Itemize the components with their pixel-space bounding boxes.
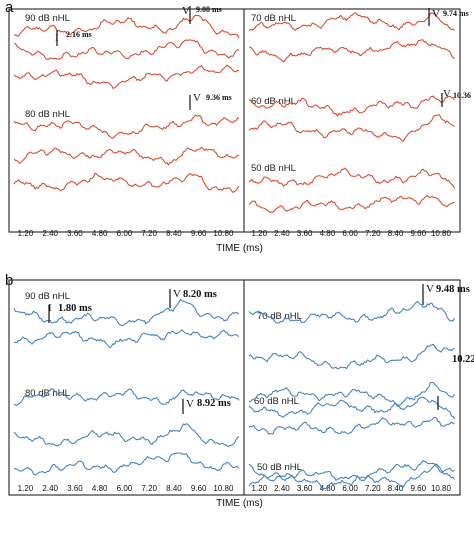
waveform-trace bbox=[13, 39, 240, 60]
x-axis-title: TIME (ms) bbox=[216, 243, 263, 254]
waveform-trace bbox=[13, 423, 240, 448]
panel-b-frame bbox=[8, 279, 461, 496]
waveform-trace bbox=[248, 416, 455, 435]
latency-label: 9.08 ms bbox=[196, 5, 222, 14]
intensity-label: 50 dB nHL bbox=[251, 163, 296, 174]
tick-label: 8.40 bbox=[388, 484, 404, 493]
waveform-trace bbox=[248, 301, 455, 324]
waveform-trace bbox=[248, 167, 455, 189]
tick-label: 8.40 bbox=[166, 484, 182, 493]
peak-letter-label: V bbox=[443, 88, 451, 100]
waveform-trace bbox=[248, 12, 455, 31]
latency-label: 8.20 ms bbox=[183, 289, 217, 300]
tick-label: 1.20 bbox=[18, 229, 34, 238]
tick-label: 1.20 bbox=[251, 484, 267, 493]
intensity-label: 60 dB nHL bbox=[251, 96, 296, 107]
latency-label: 9.74 ms bbox=[443, 9, 469, 18]
waveform-trace bbox=[13, 388, 240, 406]
latency-label: 9.48 ms bbox=[436, 284, 470, 295]
tick-label: 4.80 bbox=[92, 229, 108, 238]
intensity-label: 80 dB nHL bbox=[25, 109, 70, 120]
tick-label: 2.40 bbox=[274, 229, 290, 238]
tick-label: 4.80 bbox=[320, 484, 336, 493]
waveform-trace bbox=[248, 95, 455, 117]
waveform-trace bbox=[13, 299, 240, 327]
waveform-trace bbox=[248, 396, 455, 420]
waveform-trace bbox=[13, 329, 240, 349]
tick-label: 10.80 bbox=[213, 484, 234, 493]
tick-label: 9.60 bbox=[410, 484, 426, 493]
peak-letter-label: V bbox=[173, 288, 181, 300]
intensity-label: 90 dB nHL bbox=[25, 291, 70, 302]
tick-label: 8.40 bbox=[166, 229, 182, 238]
tick-label: 8.40 bbox=[388, 229, 404, 238]
tick-label: 7.20 bbox=[141, 484, 157, 493]
tick-label: 2.40 bbox=[274, 484, 290, 493]
tick-label: 3.60 bbox=[297, 229, 313, 238]
peak-letter-label: V bbox=[193, 92, 201, 104]
intensity-label: 90 dB nHL bbox=[25, 13, 70, 24]
tick-label: 1.20 bbox=[251, 229, 267, 238]
peak-letter-label: V bbox=[432, 8, 440, 20]
waveform-trace bbox=[13, 172, 240, 193]
waveform-trace bbox=[248, 114, 455, 142]
peak-letter-label: I bbox=[55, 32, 59, 44]
intensity-label: 70 dB nHL bbox=[257, 311, 302, 322]
waveform-trace bbox=[248, 343, 455, 370]
latency-label: 9.36 ms bbox=[206, 93, 232, 102]
tick-label: 6.00 bbox=[117, 229, 133, 238]
peak-letter-label: V bbox=[182, 5, 190, 17]
latency-label: 10.22 bbox=[452, 354, 474, 365]
waveform-trace bbox=[13, 64, 240, 89]
tick-label: 2.40 bbox=[42, 229, 58, 238]
tick-label: 9.60 bbox=[191, 484, 207, 493]
tick-label: 10.80 bbox=[213, 229, 234, 238]
tick-label: 7.20 bbox=[141, 229, 157, 238]
tick-label: 7.20 bbox=[365, 484, 381, 493]
tick-label: 10.80 bbox=[431, 484, 452, 493]
peak-letter-label: V bbox=[186, 398, 194, 410]
tick-label: 4.80 bbox=[92, 484, 108, 493]
panel-a-letter: a bbox=[5, 0, 14, 16]
intensity-label: 50 dB nHL bbox=[257, 462, 302, 473]
tick-label: 10.80 bbox=[431, 229, 452, 238]
tick-label: 3.60 bbox=[67, 229, 83, 238]
waveform-trace bbox=[248, 195, 455, 213]
latency-label: 1.80 ms bbox=[58, 303, 92, 314]
waveform-trace bbox=[248, 463, 455, 490]
tick-label: 6.00 bbox=[342, 229, 358, 238]
waveform-trace bbox=[248, 382, 455, 406]
tick-label: 1.20 bbox=[18, 484, 34, 493]
waveform-trace bbox=[13, 14, 240, 39]
tick-label: 3.60 bbox=[297, 484, 313, 493]
intensity-label: 70 dB nHL bbox=[251, 13, 296, 24]
waveform-trace bbox=[248, 460, 455, 481]
peak-letter-label: V bbox=[426, 283, 434, 295]
tick-label: 4.80 bbox=[320, 229, 336, 238]
waveform-trace bbox=[248, 39, 455, 63]
tick-label: 6.00 bbox=[117, 484, 133, 493]
latency-label: 8.92 ms bbox=[197, 398, 231, 409]
latency-label: 2.16 ms bbox=[66, 30, 92, 39]
waveform-trace bbox=[13, 452, 240, 476]
latency-label: 10.36 bbox=[453, 91, 471, 100]
tick-label: 9.60 bbox=[191, 229, 207, 238]
peak-letter-label: I bbox=[48, 302, 52, 314]
x-axis-title: TIME (ms) bbox=[216, 498, 263, 509]
tick-label: 2.40 bbox=[42, 484, 58, 493]
intensity-label: 60 dB nHL bbox=[254, 396, 299, 407]
tick-label: 9.60 bbox=[410, 229, 426, 238]
waveform-trace bbox=[13, 146, 240, 166]
panel-a-frame bbox=[8, 8, 461, 233]
waveform-trace bbox=[13, 114, 240, 139]
tick-label: 3.60 bbox=[67, 484, 83, 493]
tick-label: 6.00 bbox=[342, 484, 358, 493]
tick-label: 7.20 bbox=[365, 229, 381, 238]
